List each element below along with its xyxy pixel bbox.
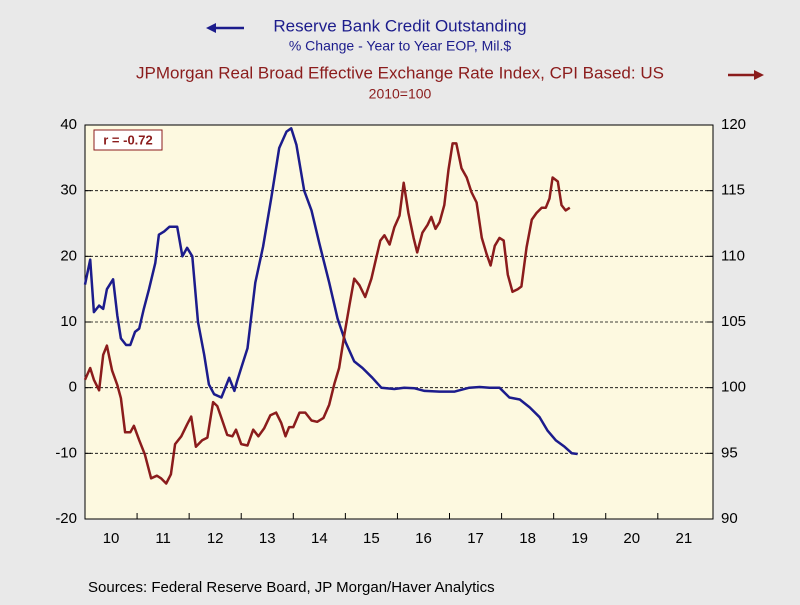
y-tick-label: 40 [60,116,77,133]
y-tick-label: -20 [55,510,77,527]
chart-title-2: JPMorgan Real Broad Effective Exchange R… [136,63,664,82]
y2-tick-label: 115 [721,182,745,199]
x-tick-label: 21 [675,530,692,547]
y-tick-label: 30 [60,182,77,199]
x-tick-label: 20 [623,530,640,547]
x-tick-label: 16 [415,530,432,547]
annotation: r = -0.72 [103,132,153,147]
y2-tick-label: 100 [721,379,746,396]
y-tick-label: 20 [60,247,77,264]
chart-subtitle-2: 2010=100 [369,86,432,102]
x-tick-label: 19 [571,530,588,547]
legend-arrow-left [206,23,244,33]
legend-arrow-right [728,70,764,80]
series-line [83,142,571,485]
x-tick-label: 10 [103,530,120,547]
source: Sources: Federal Reserve Board, JP Morga… [88,579,495,596]
x-tick-label: 15 [363,530,380,547]
y2-tick-label: 120 [721,116,746,133]
plot-area [84,124,714,520]
x-tick-label: 11 [155,530,171,547]
chart-subtitle: % Change - Year to Year EOP, Mil.$ [289,38,512,54]
y-tick-label: 0 [69,379,77,396]
y2-tick-label: 110 [721,247,745,264]
x-tick-label: 14 [311,530,328,547]
x-tick-label: 17 [467,530,484,547]
x-tick-label: 13 [259,530,276,547]
y2-tick-label: 105 [721,313,746,330]
series-line [83,127,578,456]
y2-tick-label: 95 [721,444,738,461]
x-tick-label: 12 [207,530,224,547]
x-tick-label: 18 [519,530,536,547]
y-tick-label: -10 [55,444,77,461]
annotation-box [93,129,163,151]
y2-tick-label: 90 [721,510,738,527]
chart-title: Reserve Bank Credit Outstanding [273,16,526,35]
y-tick-label: 10 [60,313,77,330]
